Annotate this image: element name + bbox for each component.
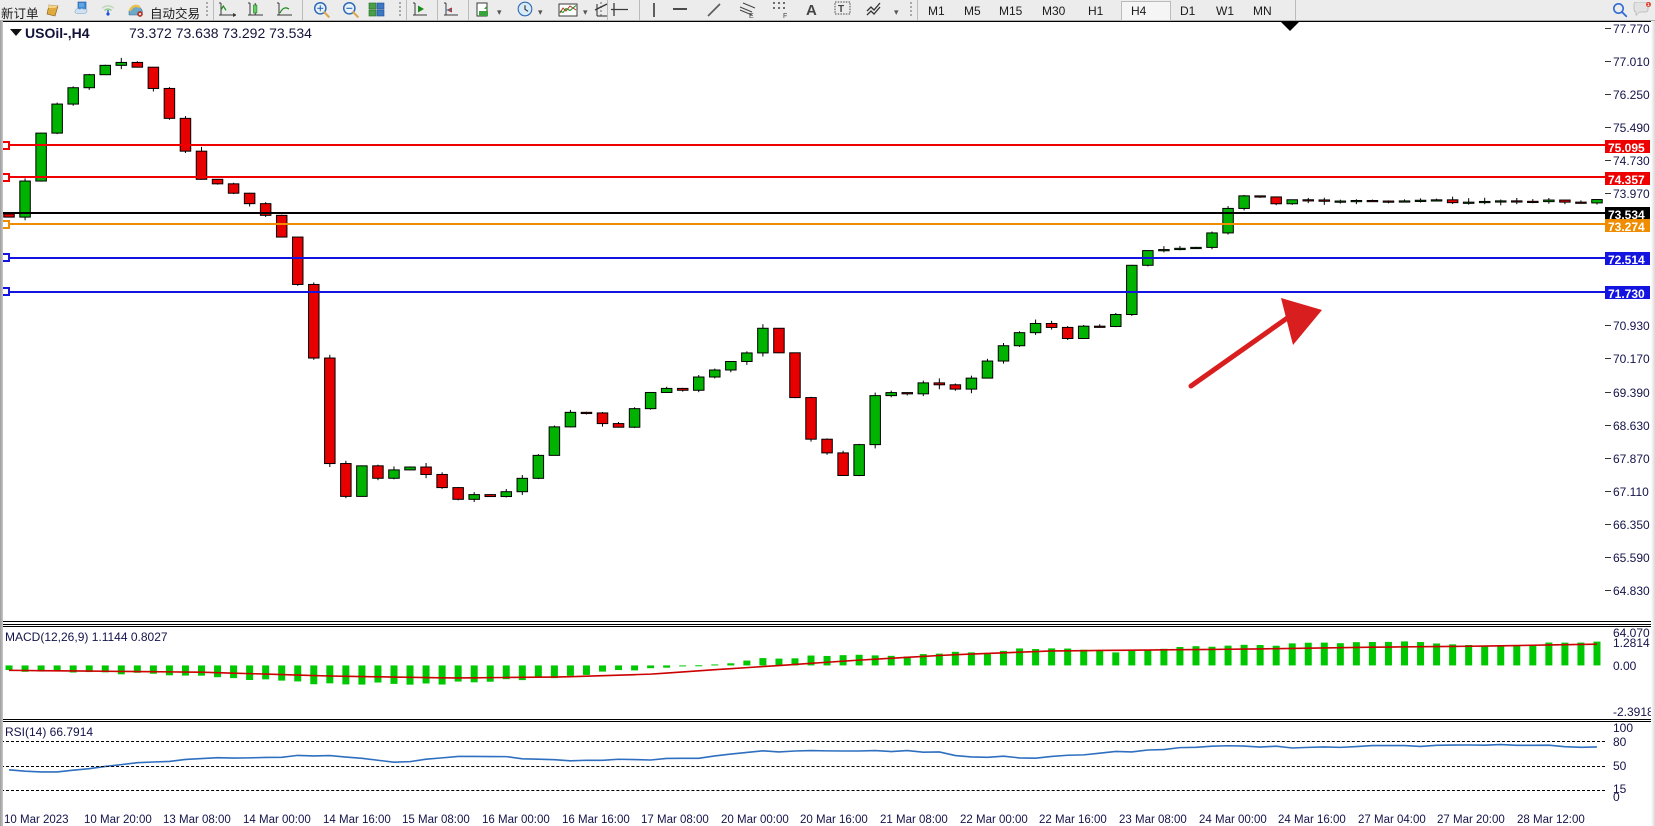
svg-text:T: T — [838, 4, 844, 15]
svg-text:E: E — [749, 13, 754, 19]
svg-text:F: F — [783, 13, 787, 19]
